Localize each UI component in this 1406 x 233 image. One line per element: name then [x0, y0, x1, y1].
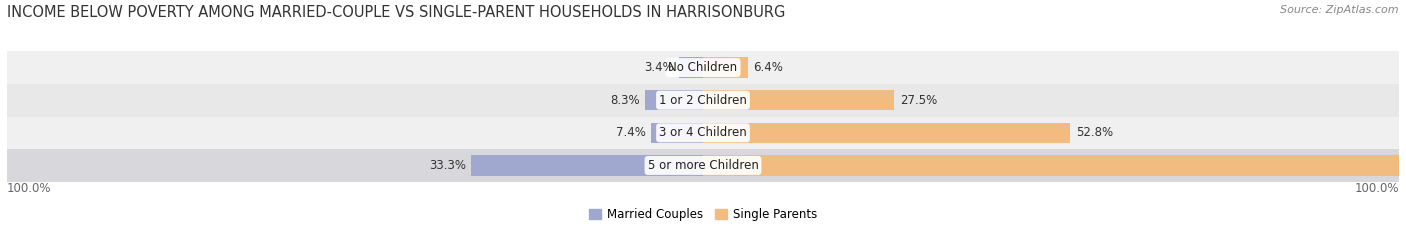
Text: No Children: No Children [668, 61, 738, 74]
Text: 100.0%: 100.0% [1354, 182, 1399, 195]
Bar [703, 123, 1070, 143]
Text: 27.5%: 27.5% [900, 94, 938, 107]
Text: 1 or 2 Children: 1 or 2 Children [659, 94, 747, 107]
Bar [703, 155, 1399, 175]
Text: 3 or 4 Children: 3 or 4 Children [659, 126, 747, 139]
Text: 100.0%: 100.0% [7, 182, 52, 195]
Text: 3.4%: 3.4% [644, 61, 673, 74]
Text: 6.4%: 6.4% [754, 61, 783, 74]
Bar [703, 90, 894, 110]
Bar [7, 149, 1399, 182]
Bar [703, 58, 748, 78]
Text: 52.8%: 52.8% [1076, 126, 1114, 139]
Bar [7, 116, 1399, 149]
Bar [651, 123, 703, 143]
Text: 33.3%: 33.3% [429, 159, 465, 172]
Bar [679, 58, 703, 78]
Text: Source: ZipAtlas.com: Source: ZipAtlas.com [1281, 5, 1399, 15]
Legend: Married Couples, Single Parents: Married Couples, Single Parents [585, 203, 821, 225]
Bar [471, 155, 703, 175]
Text: 5 or more Children: 5 or more Children [648, 159, 758, 172]
Text: 8.3%: 8.3% [610, 94, 640, 107]
Text: 100.0%: 100.0% [1405, 159, 1406, 172]
Bar [7, 51, 1399, 84]
Text: INCOME BELOW POVERTY AMONG MARRIED-COUPLE VS SINGLE-PARENT HOUSEHOLDS IN HARRISO: INCOME BELOW POVERTY AMONG MARRIED-COUPL… [7, 5, 786, 20]
Text: 7.4%: 7.4% [616, 126, 645, 139]
Bar [7, 84, 1399, 116]
Bar [645, 90, 703, 110]
